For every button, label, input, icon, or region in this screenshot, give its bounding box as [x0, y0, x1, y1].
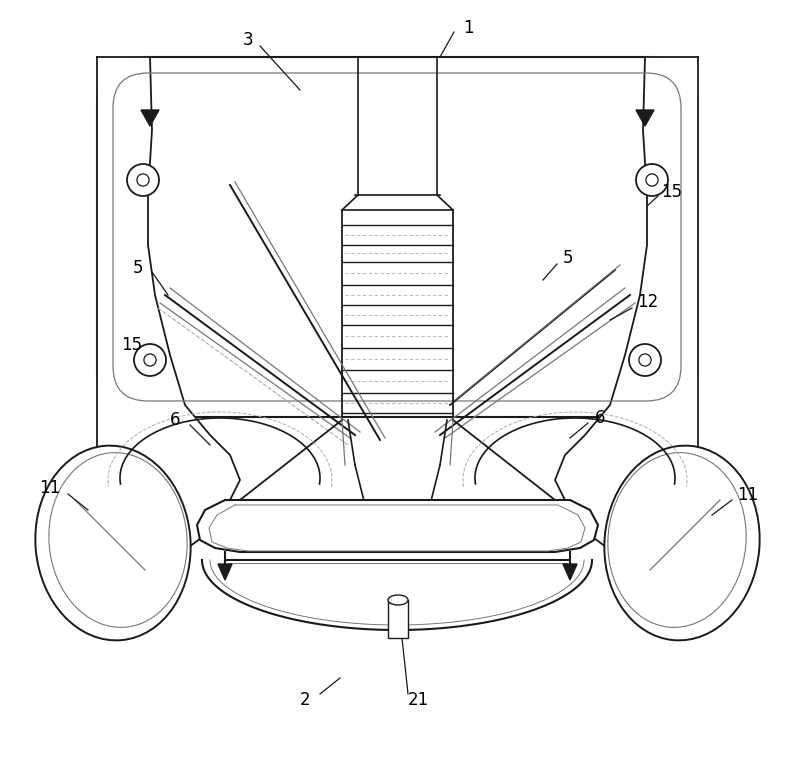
FancyBboxPatch shape	[97, 57, 697, 417]
Polygon shape	[97, 57, 240, 555]
Circle shape	[639, 354, 651, 366]
Circle shape	[636, 164, 668, 196]
Ellipse shape	[604, 445, 760, 640]
Text: 11: 11	[738, 486, 758, 504]
Text: 5: 5	[133, 259, 143, 277]
Circle shape	[144, 354, 156, 366]
Text: 5: 5	[562, 249, 574, 267]
Ellipse shape	[35, 445, 190, 640]
Circle shape	[137, 174, 149, 186]
Text: 6: 6	[170, 411, 180, 429]
Text: 6: 6	[594, 409, 606, 427]
Polygon shape	[555, 57, 698, 555]
Text: 2: 2	[300, 691, 310, 709]
Text: 11: 11	[39, 479, 61, 497]
Circle shape	[646, 174, 658, 186]
Polygon shape	[141, 110, 159, 126]
Text: 15: 15	[122, 336, 142, 354]
Circle shape	[134, 344, 166, 376]
Polygon shape	[197, 500, 598, 552]
Text: 12: 12	[638, 293, 658, 311]
Text: 15: 15	[662, 183, 682, 201]
Text: 3: 3	[242, 31, 254, 49]
Polygon shape	[636, 110, 654, 126]
Circle shape	[127, 164, 159, 196]
Text: 1: 1	[462, 19, 474, 37]
Circle shape	[629, 344, 661, 376]
Polygon shape	[218, 564, 232, 580]
Ellipse shape	[388, 595, 408, 605]
Text: 21: 21	[407, 691, 429, 709]
Polygon shape	[563, 564, 577, 580]
Bar	[388, 600, 408, 638]
